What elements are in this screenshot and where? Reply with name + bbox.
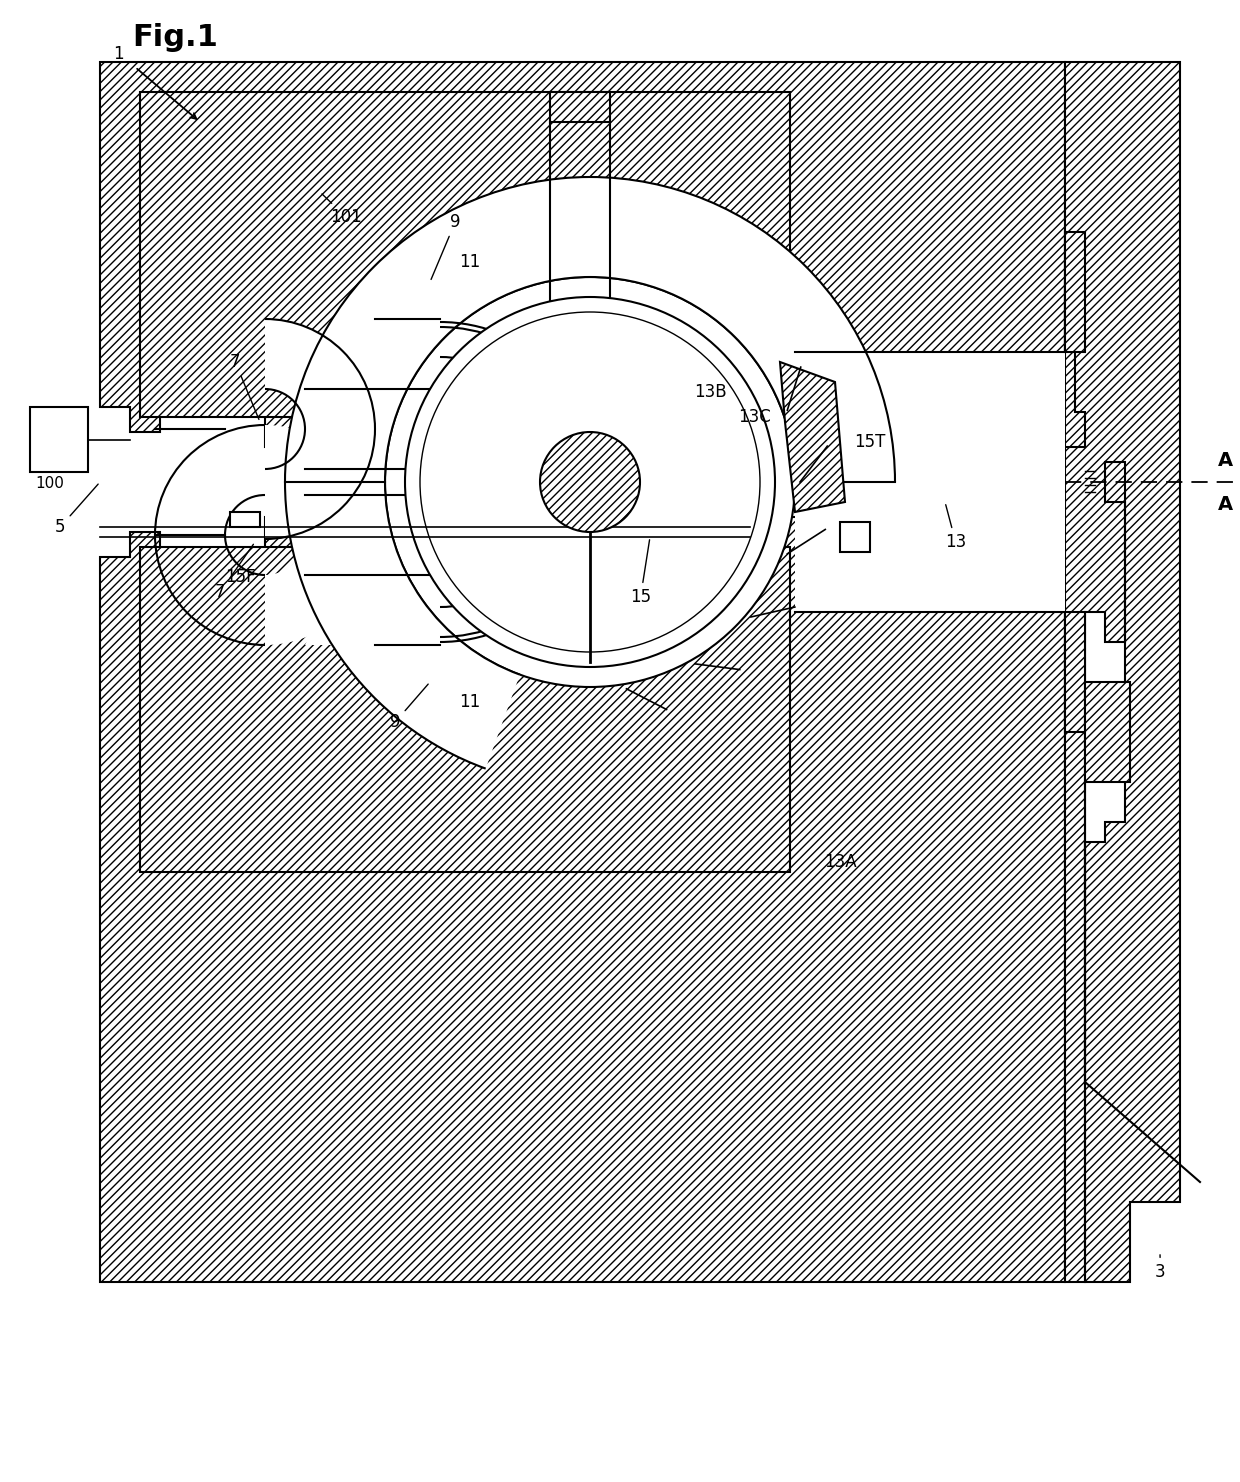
- Polygon shape: [229, 511, 260, 528]
- Polygon shape: [1065, 612, 1085, 732]
- Polygon shape: [440, 388, 600, 482]
- Polygon shape: [551, 92, 610, 122]
- Polygon shape: [1065, 282, 1085, 448]
- Text: 3: 3: [1154, 1255, 1166, 1280]
- Text: 15: 15: [630, 539, 651, 606]
- Text: 13: 13: [945, 505, 966, 551]
- Circle shape: [384, 277, 795, 688]
- Circle shape: [384, 277, 795, 688]
- Polygon shape: [305, 495, 440, 645]
- Polygon shape: [305, 319, 440, 468]
- Text: 11: 11: [459, 253, 481, 271]
- Polygon shape: [839, 522, 870, 551]
- Polygon shape: [100, 62, 1065, 448]
- Polygon shape: [440, 322, 600, 482]
- Circle shape: [405, 296, 775, 667]
- Polygon shape: [265, 425, 374, 645]
- Text: 7: 7: [229, 353, 259, 419]
- Text: 7: 7: [215, 544, 253, 602]
- Text: Fig.1: Fig.1: [133, 22, 218, 52]
- Polygon shape: [1085, 682, 1130, 782]
- Polygon shape: [285, 176, 895, 482]
- Circle shape: [546, 437, 635, 528]
- Text: 13C: 13C: [739, 408, 771, 425]
- Polygon shape: [140, 547, 790, 871]
- Polygon shape: [795, 353, 1065, 612]
- Text: 9: 9: [432, 213, 460, 280]
- Polygon shape: [1065, 62, 1180, 1282]
- Polygon shape: [440, 482, 600, 575]
- Polygon shape: [285, 482, 520, 769]
- Text: 1: 1: [113, 44, 123, 64]
- Circle shape: [539, 431, 640, 532]
- Text: 101: 101: [322, 194, 362, 225]
- Text: 15F: 15F: [224, 568, 255, 585]
- Text: 15T: 15T: [854, 433, 885, 451]
- Text: A: A: [1218, 451, 1233, 470]
- Polygon shape: [780, 362, 844, 511]
- Text: 13A: 13A: [823, 854, 857, 871]
- Polygon shape: [140, 92, 790, 416]
- Polygon shape: [440, 482, 600, 642]
- Polygon shape: [1065, 233, 1085, 353]
- Text: 11: 11: [459, 694, 481, 711]
- Text: 13B: 13B: [693, 382, 727, 402]
- Text: 9: 9: [391, 685, 428, 731]
- Circle shape: [405, 296, 775, 667]
- Text: A: A: [1218, 495, 1233, 513]
- Polygon shape: [30, 408, 88, 471]
- Text: 5: 5: [55, 485, 98, 536]
- Text: 100: 100: [36, 477, 64, 492]
- Polygon shape: [265, 319, 374, 539]
- Polygon shape: [100, 517, 1065, 1282]
- Circle shape: [420, 313, 760, 652]
- Polygon shape: [81, 52, 1180, 1282]
